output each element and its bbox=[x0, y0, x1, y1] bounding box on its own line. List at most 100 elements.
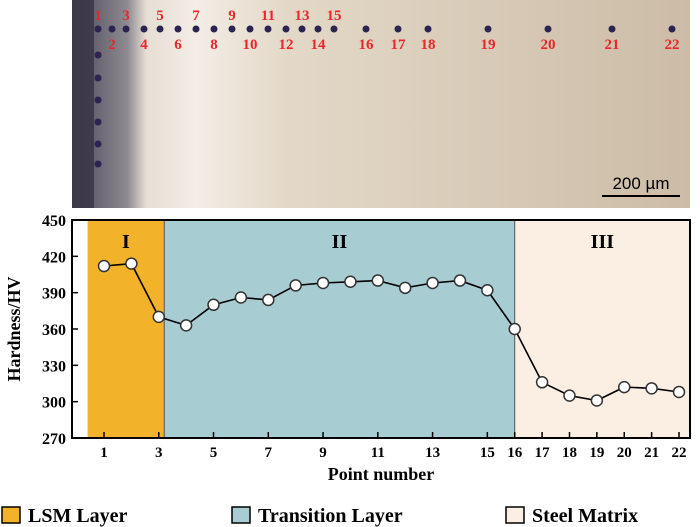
indent-21 bbox=[608, 25, 616, 33]
y-tick-label: 270 bbox=[42, 431, 66, 448]
data-point-1 bbox=[97, 259, 111, 273]
y-tick-label: 330 bbox=[42, 358, 66, 375]
indent-13 bbox=[298, 25, 306, 33]
data-point-5 bbox=[207, 298, 220, 312]
indent-12 bbox=[282, 25, 290, 33]
micrograph-background bbox=[72, 0, 690, 208]
x-tick-label: 19 bbox=[589, 445, 604, 461]
edge-indent-4 bbox=[94, 118, 102, 126]
legend-swatch-3 bbox=[505, 506, 525, 524]
indent-18 bbox=[424, 25, 432, 33]
data-point-22 bbox=[672, 385, 686, 399]
point-label-8: 8 bbox=[210, 37, 218, 53]
x-tick-label: 16 bbox=[507, 445, 523, 461]
data-point-18 bbox=[563, 389, 576, 402]
indent-4 bbox=[140, 25, 148, 33]
point-label-16: 16 bbox=[359, 37, 375, 53]
y-tick-label: 390 bbox=[42, 286, 66, 303]
edge-indent-6 bbox=[94, 160, 102, 168]
legend-label-2: Transition Layer bbox=[258, 505, 403, 527]
point-label-10: 10 bbox=[243, 37, 258, 53]
data-point-4 bbox=[179, 319, 193, 332]
indent-14 bbox=[314, 25, 322, 33]
data-point-9 bbox=[316, 276, 330, 290]
data-point-6 bbox=[234, 291, 248, 304]
point-label-2: 2 bbox=[108, 37, 116, 53]
indent-10 bbox=[246, 25, 254, 33]
point-label-12: 12 bbox=[279, 37, 294, 53]
point-label-20: 20 bbox=[541, 37, 556, 53]
data-point-3 bbox=[152, 310, 166, 324]
data-point-16 bbox=[508, 322, 521, 336]
y-tick-label: 420 bbox=[42, 249, 66, 266]
point-label-21: 21 bbox=[605, 37, 620, 53]
y-tick-label: 300 bbox=[42, 395, 66, 412]
indent-22 bbox=[668, 25, 676, 33]
y-tick-label: 360 bbox=[42, 322, 66, 339]
data-point-12 bbox=[398, 281, 412, 295]
indent-1 bbox=[94, 25, 102, 33]
indent-7 bbox=[192, 25, 200, 33]
data-point-17 bbox=[535, 376, 549, 389]
hardness-points bbox=[97, 257, 686, 407]
y-axis: 270 300 330 360 390 420 450 bbox=[42, 213, 78, 448]
indent-15 bbox=[330, 25, 338, 33]
x-tick-label: 13 bbox=[425, 445, 440, 461]
legend-swatch-2 bbox=[231, 506, 251, 524]
point-label-18: 18 bbox=[421, 37, 436, 53]
x-tick-label: 7 bbox=[265, 445, 273, 461]
y-axis-title: Hardness/HV bbox=[4, 276, 24, 381]
edge-indent-2 bbox=[94, 74, 102, 82]
indent-16 bbox=[362, 25, 370, 33]
point-label-13: 13 bbox=[295, 8, 310, 24]
data-point-14 bbox=[453, 274, 467, 287]
lsm-layer-edge bbox=[72, 0, 94, 208]
data-point-7 bbox=[262, 293, 275, 307]
x-tick-label: 3 bbox=[155, 445, 163, 461]
point-label-5: 5 bbox=[156, 8, 164, 24]
point-label-14: 14 bbox=[311, 37, 327, 53]
point-label-22: 22 bbox=[665, 37, 680, 53]
point-label-3: 3 bbox=[122, 8, 130, 24]
hardness-line bbox=[103, 262, 680, 402]
indent-9 bbox=[228, 25, 236, 33]
point-label-9: 9 bbox=[228, 8, 236, 24]
x-tick-label: 9 bbox=[319, 445, 327, 461]
y-tick-label: 450 bbox=[42, 213, 66, 230]
scale-bar-label: 200 µm bbox=[612, 174, 669, 193]
edge-indent-5 bbox=[94, 140, 102, 148]
indent-19 bbox=[484, 25, 492, 33]
indent-11 bbox=[264, 25, 272, 33]
data-point-13 bbox=[426, 276, 439, 290]
region-label-III: III bbox=[591, 231, 615, 253]
data-point-21 bbox=[645, 382, 658, 395]
data-point-10 bbox=[344, 275, 357, 289]
x-axis-title: Point number bbox=[328, 464, 435, 484]
indent-8 bbox=[210, 25, 218, 33]
region-1-background bbox=[87, 220, 165, 438]
data-point-8 bbox=[289, 279, 302, 292]
x-tick-label: 15 bbox=[480, 445, 495, 461]
x-tick-label: 5 bbox=[210, 445, 218, 461]
x-tick-label: 17 bbox=[535, 445, 551, 461]
x-tick-label: 20 bbox=[617, 445, 632, 461]
region-2-background bbox=[164, 220, 515, 438]
indent-marks bbox=[94, 25, 676, 168]
data-point-15 bbox=[481, 283, 494, 297]
point-label-6: 6 bbox=[174, 37, 182, 53]
point-label-1: 1 bbox=[94, 8, 102, 24]
data-point-2 bbox=[125, 257, 138, 270]
region-label-I: I bbox=[122, 231, 130, 253]
indent-5 bbox=[156, 25, 164, 33]
indent-2 bbox=[108, 25, 116, 33]
edge-indent-1 bbox=[94, 51, 102, 59]
point-label-19: 19 bbox=[481, 37, 496, 53]
legend-swatch-1 bbox=[1, 506, 21, 524]
legend: LSM Layer Transition Layer Steel Matrix bbox=[1, 505, 638, 527]
data-point-11 bbox=[371, 274, 385, 287]
x-axis: 1 3 5 7 9 11 13 15 16 17 18 19 20 21 22 bbox=[100, 432, 687, 461]
edge-indent-3 bbox=[94, 96, 102, 104]
